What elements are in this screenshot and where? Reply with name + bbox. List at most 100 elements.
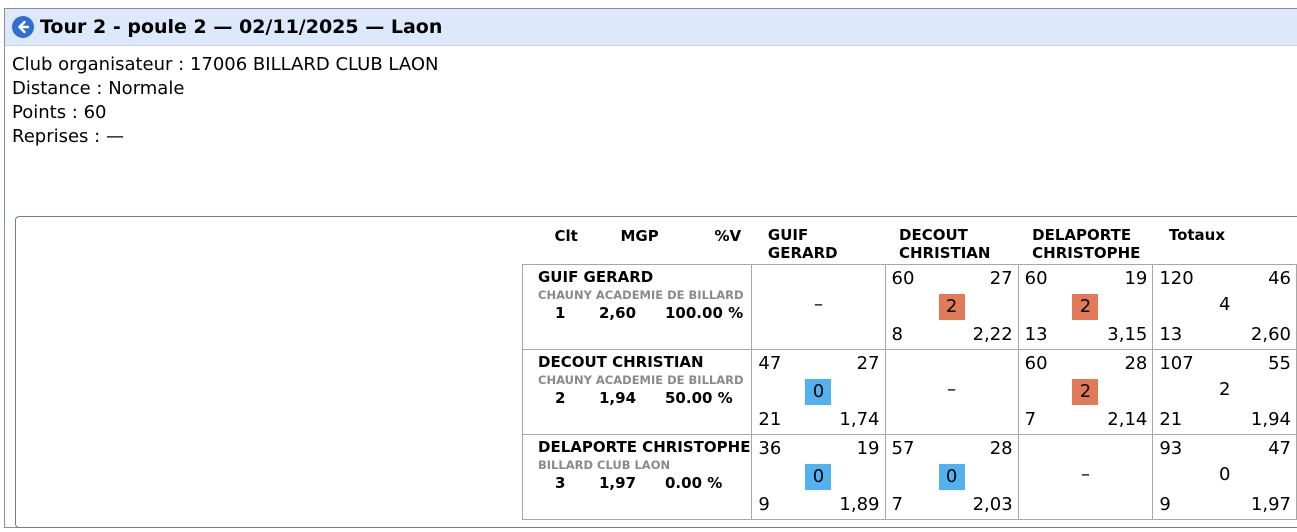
results-panel	[15, 216, 1297, 528]
player-clt: 3	[555, 474, 566, 492]
match-result-badge: 2	[938, 294, 965, 320]
player-cell: GUIF GERARD CHAUNY ACADEMIE DE BILLARD 1 2,…	[521, 264, 753, 350]
header-col-2: DECOUT CHRISTIAN	[899, 226, 991, 262]
player-name[interactable]: GUIF GERARD	[538, 268, 654, 286]
match-opponent-points: 28	[989, 438, 1013, 459]
match-points: 60	[1024, 268, 1048, 289]
distance: Distance : Normale	[12, 78, 185, 99]
player-mgp: 2,60	[599, 304, 637, 322]
total-reprises: 13	[1159, 324, 1183, 345]
match-opponent-points: 19	[856, 438, 880, 459]
points: Points : 60	[12, 102, 107, 123]
match-points: 57	[891, 438, 915, 459]
player-cell: DECOUT CHRISTIAN CHAUNY ACADEMIE DE BILLA…	[521, 349, 753, 435]
total-opponent-points: 55	[1268, 353, 1291, 374]
match-cell: 57 28 0 7 2,03	[884, 434, 1019, 520]
player-mgp: 1,94	[599, 389, 637, 407]
match-result-badge: 2	[1072, 294, 1099, 320]
match-average: 1,89	[839, 494, 880, 515]
match-result-badge: 0	[805, 464, 832, 490]
header-clt: Clt	[554, 227, 578, 245]
match-points: 36	[758, 438, 782, 459]
total-points: 93	[1159, 438, 1183, 459]
match-points: 60	[1024, 353, 1048, 374]
total-average: 2,60	[1250, 324, 1291, 345]
match-result-badge: 0	[805, 379, 832, 405]
match-average: 2,14	[1107, 409, 1148, 430]
total-opponent-points: 46	[1268, 268, 1291, 289]
player-pv: 0.00 %	[665, 474, 723, 492]
match-cell: 47 27 0 21 1,74	[751, 349, 886, 435]
table-row: GUIF GERARD CHAUNY ACADEMIE DE BILLARD 1 2,…	[521, 264, 1297, 350]
player-club: CHAUNY ACADEMIE DE BILLARD	[538, 288, 744, 302]
header-col-3: DELAPORTE CHRISTOPHE	[1032, 226, 1141, 262]
match-cell: 60 28 2 7 2,14	[1017, 349, 1154, 435]
match-reprises: 7	[891, 494, 903, 515]
match-cell: 60 19 2 13 3,15	[1017, 264, 1154, 350]
match-average: 2,22	[972, 324, 1013, 345]
reprises: Reprises : —	[12, 126, 124, 147]
empty-dash: –	[947, 379, 957, 400]
match-opponent-points: 27	[989, 268, 1013, 289]
table-row: DELAPORTE CHRISTOPHE BILLARD CLUB LAON 3 1,…	[521, 434, 1297, 520]
poule-frame: Tour 2 - poule 2 — 02/11/2025 — Laon Clu…	[4, 8, 1297, 528]
match-cell: 60 27 2 8 2,22	[884, 264, 1019, 350]
match-reprises: 9	[758, 494, 770, 515]
match-reprises: 13	[1024, 324, 1048, 345]
table-row: DECOUT CHRISTIAN CHAUNY ACADEMIE DE BILLA…	[521, 349, 1297, 435]
match-average: 2,03	[972, 494, 1013, 515]
total-points: 120	[1159, 268, 1194, 289]
page-title: Tour 2 - poule 2 — 02/11/2025 — Laon	[40, 16, 443, 38]
total-points: 107	[1159, 353, 1194, 374]
table-header-row: Clt MGP %V GUIF GERARD DECOUT CHRISTIAN …	[523, 220, 1297, 265]
player-pv: 100.00 %	[665, 304, 744, 322]
match-cell-empty: –	[884, 349, 1019, 435]
total-match-points: 2	[1218, 379, 1231, 400]
header-mgp: MGP	[620, 227, 659, 245]
match-average: 3,15	[1107, 324, 1148, 345]
player-name[interactable]: DECOUT CHRISTIAN	[538, 353, 704, 371]
match-average: 1,74	[839, 409, 880, 430]
results-table: Clt MGP %V GUIF GERARD DECOUT CHRISTIAN …	[521, 220, 1297, 520]
match-cell-empty: –	[1017, 434, 1154, 520]
match-reprises: 8	[891, 324, 903, 345]
title-bar: Tour 2 - poule 2 — 02/11/2025 — Laon	[5, 9, 1297, 46]
player-club: CHAUNY ACADEMIE DE BILLARD	[538, 373, 744, 387]
match-cell: 36 19 0 9 1,89	[751, 434, 886, 520]
match-reprises: 7	[1024, 409, 1037, 430]
match-points: 47	[758, 353, 782, 374]
header-totaux: Totaux	[1168, 226, 1226, 244]
match-points: 60	[891, 268, 915, 289]
empty-dash: –	[813, 294, 823, 315]
player-clt: 2	[555, 389, 566, 407]
poule-info: Club organisateur : 17006 BILLARD CLUB L…	[12, 53, 438, 149]
player-mgp: 1,97	[599, 474, 637, 492]
player-cell: DELAPORTE CHRISTOPHE BILLARD CLUB LAON 3 1,…	[521, 434, 753, 520]
header-col-1: GUIF GERARD	[767, 226, 838, 262]
match-result-badge: 2	[1072, 379, 1099, 405]
match-opponent-points: 28	[1124, 353, 1148, 374]
match-result-badge: 0	[938, 464, 965, 490]
total-match-points: 4	[1218, 294, 1231, 315]
back-arrow-icon[interactable]	[12, 16, 34, 38]
total-average: 1,97	[1250, 494, 1291, 515]
match-opponent-points: 19	[1124, 268, 1148, 289]
empty-dash: –	[1080, 464, 1090, 485]
total-reprises: 9	[1159, 494, 1171, 515]
total-opponent-points: 47	[1268, 438, 1291, 459]
total-average: 1,94	[1250, 409, 1291, 430]
match-cell-empty: –	[751, 264, 886, 350]
player-header: Clt MGP %V	[523, 220, 752, 265]
total-reprises: 21	[1159, 409, 1183, 430]
player-club: BILLARD CLUB LAON	[538, 458, 671, 472]
total-match-points: 0	[1218, 464, 1231, 485]
header-pv: %V	[714, 227, 742, 245]
totals-cell: 93 47 0 9 1,97	[1152, 434, 1297, 520]
match-opponent-points: 27	[856, 353, 880, 374]
totals-cell: 107 55 2 21 1,94	[1152, 349, 1297, 435]
totals-cell: 120 46 4 13 2,60	[1152, 264, 1297, 350]
club-organisateur: Club organisateur : 17006 BILLARD CLUB L…	[12, 54, 439, 75]
player-clt: 1	[555, 304, 566, 322]
player-pv: 50.00 %	[665, 389, 733, 407]
player-name[interactable]: DELAPORTE CHRISTOPHE	[538, 438, 751, 456]
